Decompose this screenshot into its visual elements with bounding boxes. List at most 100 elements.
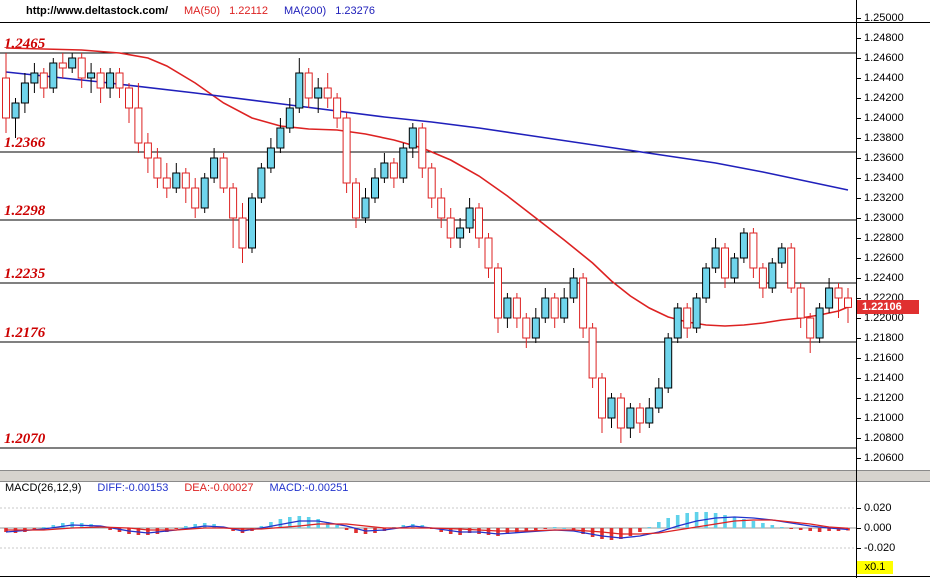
level-label: 1.2366 xyxy=(4,135,46,151)
candle xyxy=(456,227,465,239)
candle xyxy=(153,157,162,179)
macd-axis-label: -0.020 xyxy=(857,542,895,554)
y-axis-label: 1.21800 xyxy=(857,332,904,344)
level-label: 1.2235 xyxy=(4,266,46,282)
macd-histogram-bar xyxy=(751,521,756,528)
y-axis-label: 1.23800 xyxy=(857,132,904,144)
y-axis-label: 1.23400 xyxy=(857,172,904,184)
candle xyxy=(2,77,10,119)
header-divider-line xyxy=(0,22,930,23)
candle xyxy=(219,157,228,189)
macd-histogram-bar xyxy=(467,528,472,533)
candle xyxy=(579,277,588,329)
y-axis-label: 1.23000 xyxy=(857,212,904,224)
macd-axis-label: 0.000 xyxy=(857,522,892,534)
candle xyxy=(541,297,550,319)
candle xyxy=(683,307,692,329)
candle xyxy=(446,217,455,239)
macd-histogram-bar xyxy=(808,528,812,531)
macd-histogram-bar xyxy=(146,528,150,535)
y-axis-label: 1.22400 xyxy=(857,272,904,284)
macd-scale-badge: x0.1 xyxy=(857,561,893,574)
candle xyxy=(276,127,285,149)
y-axis-label: 1.22000 xyxy=(857,312,904,324)
candle xyxy=(484,237,493,269)
ma200-line xyxy=(5,71,849,191)
candle xyxy=(749,232,758,269)
candle xyxy=(560,297,569,319)
macd-histogram-bar xyxy=(193,524,197,528)
macd-axis-label: 0.020 xyxy=(857,502,892,514)
candle xyxy=(418,127,427,169)
ma50-legend: MA(50) 1.22112 xyxy=(184,5,268,17)
macd-histogram-bar xyxy=(600,528,604,539)
candle xyxy=(323,87,332,99)
macd-hist-value: MACD:-0.00251 xyxy=(269,482,349,494)
macd-histogram-bar xyxy=(486,528,491,535)
candle xyxy=(30,72,39,84)
candle xyxy=(494,267,502,319)
macd-histogram-bar xyxy=(108,528,112,530)
candle xyxy=(389,162,398,179)
macd-histogram-bar xyxy=(723,515,727,528)
ma200-label: MA(200) xyxy=(284,5,327,17)
candle xyxy=(333,97,342,119)
macd-histogram-bar xyxy=(609,528,614,540)
macd-histogram-bar xyxy=(827,528,831,531)
candle xyxy=(210,157,219,179)
candle xyxy=(702,267,711,299)
candle xyxy=(87,72,96,79)
candle xyxy=(503,297,512,319)
macd-histogram-bar xyxy=(836,528,841,531)
candle xyxy=(399,147,408,179)
macd-histogram-bar xyxy=(675,515,680,528)
candle xyxy=(285,107,294,129)
candle xyxy=(134,107,143,144)
candle xyxy=(229,187,238,219)
price-axis: 1.25000 1.24800 1.24600 1.24400 1.24200 1.240… xyxy=(857,0,930,578)
macd-histogram-bar xyxy=(51,525,56,528)
candle xyxy=(115,72,124,89)
candle xyxy=(352,182,360,219)
macd-histogram-bar xyxy=(543,528,548,529)
candle xyxy=(768,262,777,289)
macd-histogram-bar xyxy=(770,525,775,528)
y-axis-label: 1.23200 xyxy=(857,192,904,204)
source-url: http://www.deltastock.com/ xyxy=(26,5,168,17)
chart-header: http://www.deltastock.com/ MA(50) 1.22112… xyxy=(0,0,856,22)
candle xyxy=(125,87,133,109)
macd-histogram-bar xyxy=(354,528,358,533)
macd-histogram-bar xyxy=(335,525,339,528)
macd-histogram-bar xyxy=(732,517,737,528)
axis-separator-line xyxy=(856,0,857,578)
macd-histogram-bar xyxy=(184,526,188,528)
y-axis-label: 1.21200 xyxy=(857,392,904,404)
macd-histogram-bar xyxy=(571,528,576,530)
macd-histogram-bar xyxy=(798,528,803,530)
macd-histogram-bar xyxy=(590,528,595,537)
macd-histogram-bar xyxy=(742,519,746,528)
candle xyxy=(815,307,824,339)
y-axis-label: 1.24200 xyxy=(857,92,904,104)
macd-histogram-bar xyxy=(657,522,661,528)
candle xyxy=(730,257,739,279)
bottom-border-line xyxy=(0,576,930,577)
candle xyxy=(465,207,474,229)
candle xyxy=(304,72,313,99)
candle xyxy=(96,72,105,89)
macd-histogram-bar xyxy=(780,527,784,528)
macd-histogram-bar xyxy=(155,528,160,534)
panel-divider xyxy=(0,470,930,482)
candle xyxy=(58,62,67,69)
candle xyxy=(796,287,805,319)
candle xyxy=(314,87,323,99)
ma50-line xyxy=(5,47,849,327)
candle xyxy=(758,267,767,289)
candle xyxy=(664,337,673,389)
candle xyxy=(371,177,379,199)
macd-histogram-bar xyxy=(174,528,179,529)
macd-histogram-bar xyxy=(562,528,566,529)
macd-histogram-bar xyxy=(534,528,538,530)
y-axis-label: 1.24600 xyxy=(857,52,904,64)
macd-histogram-bar xyxy=(524,528,529,531)
